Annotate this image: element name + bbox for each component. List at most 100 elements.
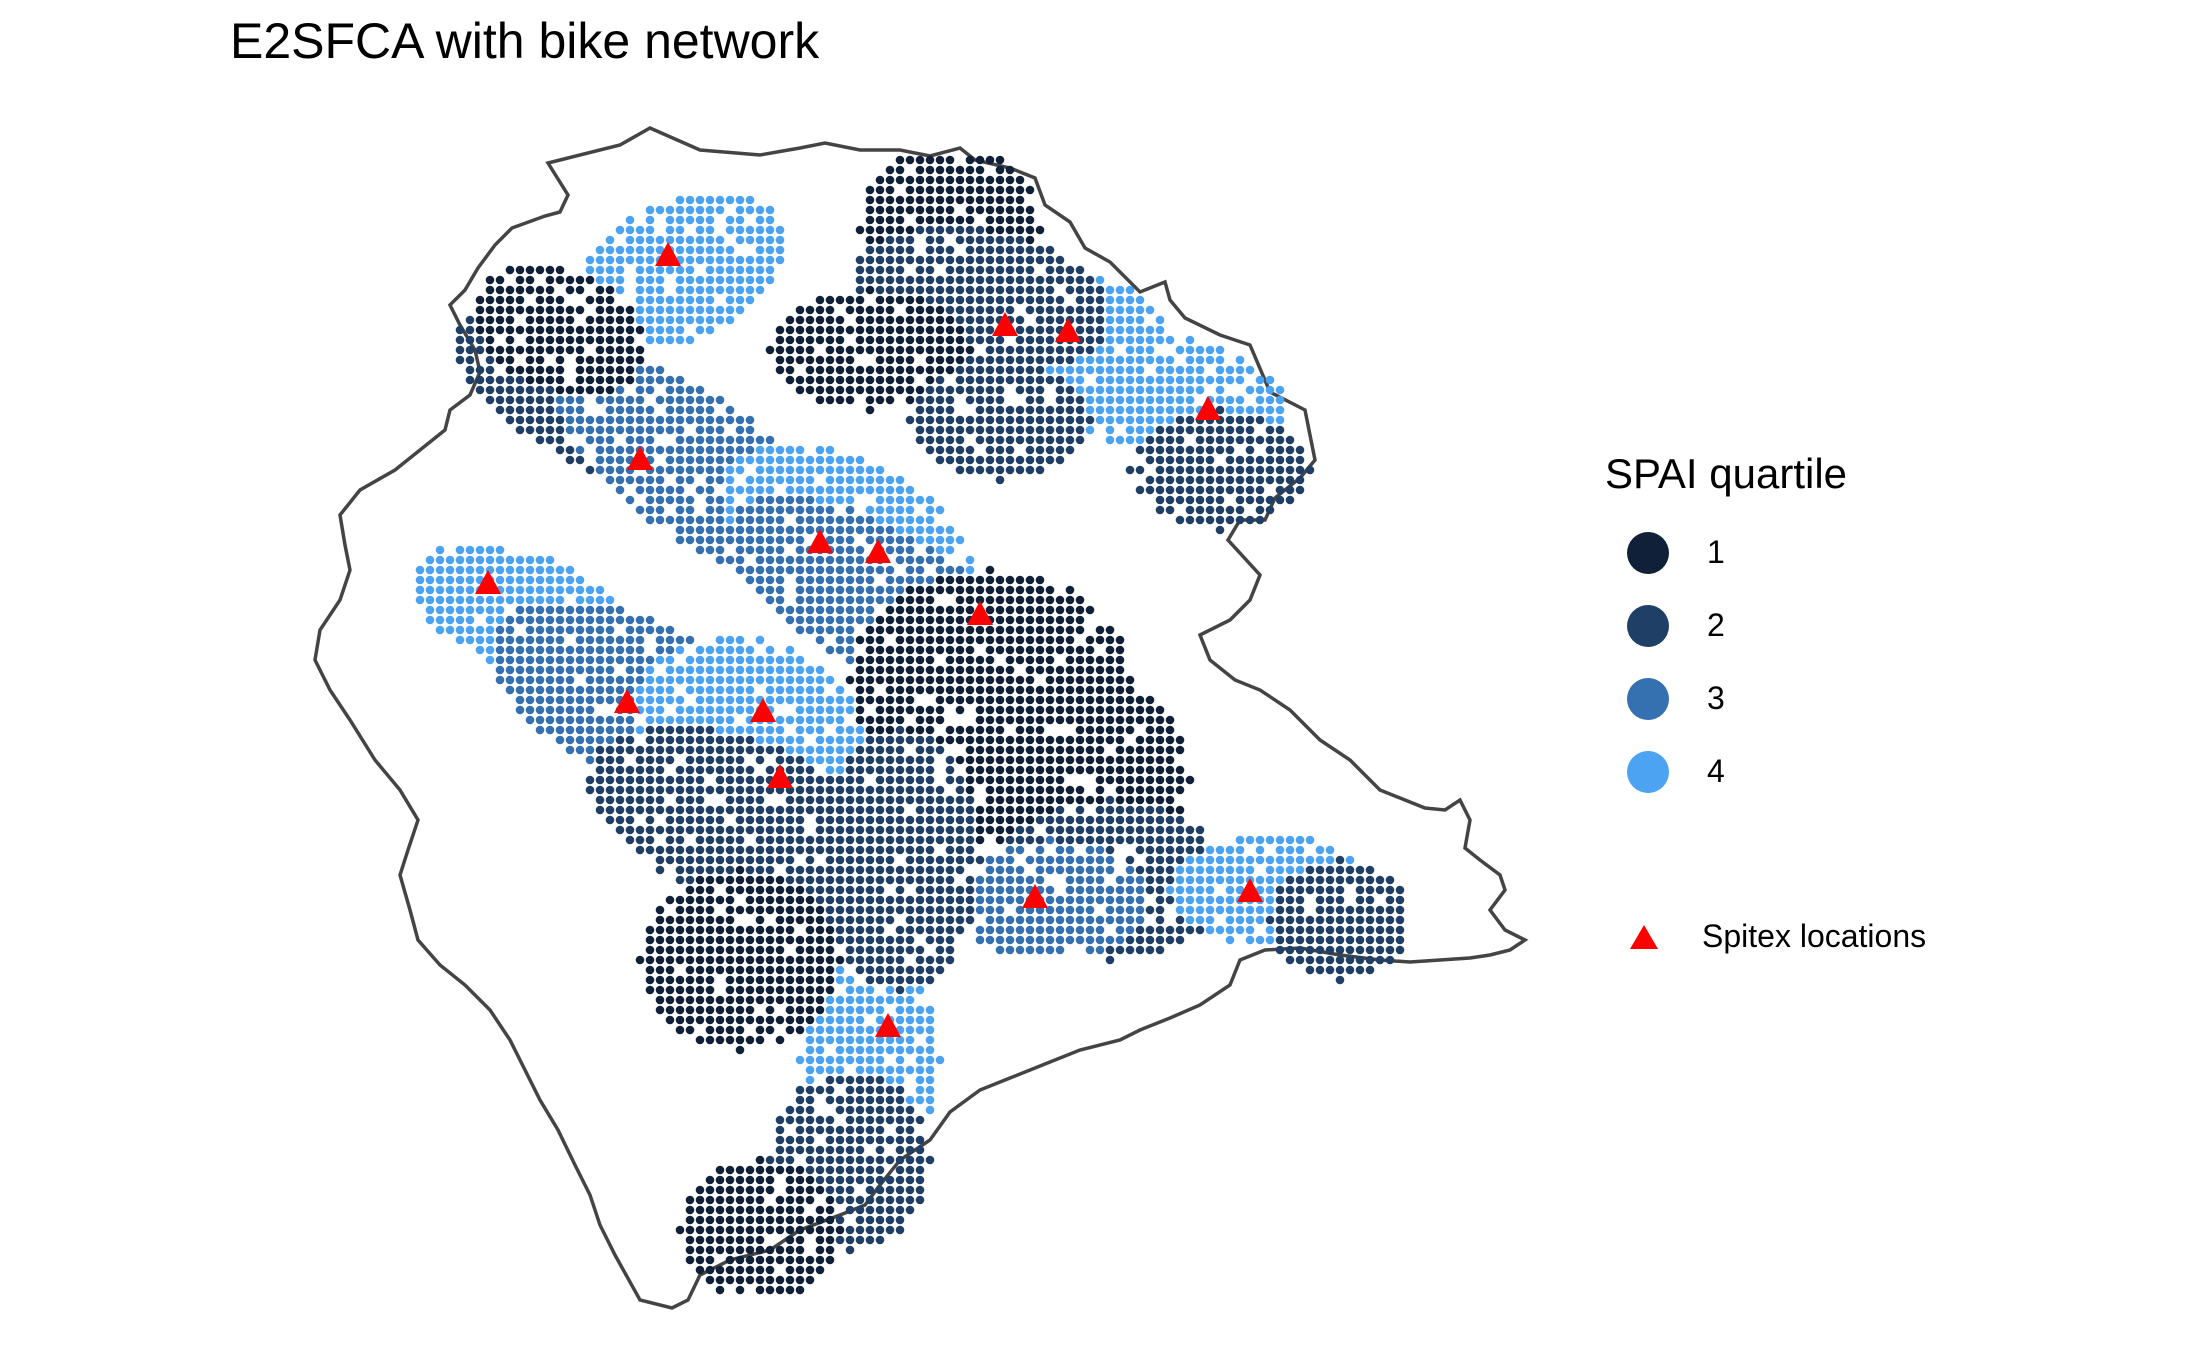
spai-dot [645, 385, 655, 395]
spai-dot [895, 1035, 905, 1045]
spai-dot [1145, 695, 1155, 705]
spai-dot [845, 855, 855, 865]
spai-dot [545, 665, 555, 675]
spai-dot [835, 585, 845, 595]
spai-dot [1285, 895, 1295, 905]
spai-dot [595, 745, 605, 755]
spai-dot [725, 935, 735, 945]
spai-dot [915, 645, 925, 655]
spai-dot [655, 295, 665, 305]
spai-dot [715, 1265, 725, 1275]
spai-dot [535, 635, 545, 645]
spai-dot [675, 535, 685, 545]
spai-dot [645, 725, 655, 735]
spai-dot [1285, 455, 1295, 465]
spai-dot [925, 395, 935, 405]
spai-dot [935, 935, 945, 945]
spai-dot [715, 205, 725, 215]
spai-dot [565, 305, 575, 315]
spai-dot [1075, 655, 1085, 665]
spai-dot [1145, 345, 1155, 355]
spai-dot [1005, 775, 1015, 785]
spai-dot [865, 475, 875, 485]
spai-dot [815, 565, 825, 575]
spai-dot [655, 845, 665, 855]
spai-dot [775, 655, 785, 665]
spai-dot [915, 315, 925, 325]
spai-dot [725, 695, 735, 705]
spai-dot [865, 515, 875, 525]
spai-dot [1135, 945, 1145, 955]
spai-dot [1295, 835, 1305, 845]
spai-dot [955, 355, 965, 365]
spai-dot [445, 605, 455, 615]
spai-dot [675, 475, 685, 485]
spai-dot [585, 625, 595, 635]
spai-dot [1065, 865, 1075, 875]
spai-dot [1175, 375, 1185, 385]
spai-dot [695, 785, 705, 795]
spai-dot [905, 1105, 915, 1115]
spai-dot [585, 265, 595, 275]
spai-dot [1235, 365, 1245, 375]
spai-dot [725, 775, 735, 785]
spai-dot [835, 545, 845, 555]
spai-dot [965, 355, 975, 365]
spai-dot [925, 575, 935, 585]
spai-dot [955, 435, 965, 445]
spai-dot [805, 795, 815, 805]
spai-dot [995, 385, 1005, 395]
spai-dot [1065, 705, 1075, 715]
spai-dot [875, 245, 885, 255]
spai-dot [625, 495, 635, 505]
spai-dot [1125, 855, 1135, 865]
spai-dot [1295, 925, 1305, 935]
spai-dot [795, 755, 805, 765]
spai-dot [835, 355, 845, 365]
spai-dot [695, 285, 705, 295]
spai-dot [965, 235, 975, 245]
spai-dot [915, 845, 925, 855]
spai-dot [595, 425, 605, 435]
spai-dot [985, 865, 995, 875]
spai-dot [825, 605, 835, 615]
spai-dot [1175, 775, 1185, 785]
spai-dot [1075, 765, 1085, 775]
spai-dot [935, 305, 945, 315]
spai-dot [725, 945, 735, 955]
spai-dot [935, 245, 945, 255]
spai-dot [685, 635, 695, 645]
spai-dot [725, 445, 735, 455]
spai-dot [725, 705, 735, 715]
spai-dot [915, 585, 925, 595]
spai-dot [795, 665, 805, 675]
spai-dot [855, 1085, 865, 1095]
spai-dot [555, 365, 565, 375]
spai-dot [1045, 765, 1055, 775]
spai-dot [985, 215, 995, 225]
spai-dot [975, 875, 985, 885]
spai-dot [1005, 935, 1015, 945]
spai-dot [875, 975, 885, 985]
spai-dot [995, 765, 1005, 775]
spai-dot [975, 755, 985, 765]
spai-dot [935, 235, 945, 245]
spai-dot [1395, 885, 1405, 895]
spai-dot [715, 1245, 725, 1255]
spai-dot [1165, 755, 1175, 765]
spai-dot [855, 785, 865, 795]
spai-dot [525, 285, 535, 295]
spai-dot [1005, 355, 1015, 365]
spai-dot [985, 695, 995, 705]
spai-dot [685, 765, 695, 775]
spai-dot [965, 775, 975, 785]
spai-dot [985, 325, 995, 335]
spai-dot [825, 1075, 835, 1085]
spai-dot [635, 395, 645, 405]
spai-dot [1085, 755, 1095, 765]
spai-dot [495, 575, 505, 585]
spai-dot [595, 635, 605, 645]
spai-dot [625, 785, 635, 795]
spai-dot [965, 795, 975, 805]
